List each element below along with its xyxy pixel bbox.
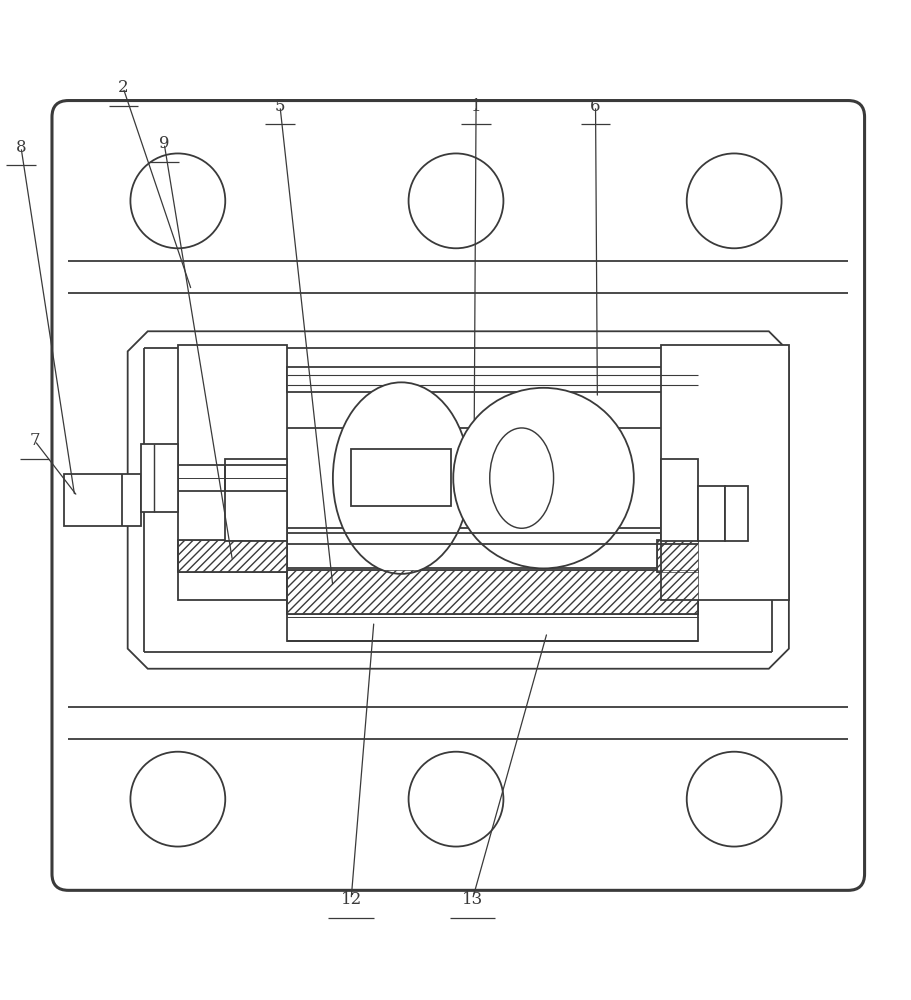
Ellipse shape <box>333 382 469 574</box>
Circle shape <box>130 752 225 847</box>
FancyBboxPatch shape <box>52 101 864 890</box>
Circle shape <box>686 752 781 847</box>
Bar <box>287 591 697 641</box>
Bar <box>287 367 697 392</box>
Text: 9: 9 <box>159 135 169 152</box>
Ellipse shape <box>489 428 553 528</box>
Bar <box>656 540 697 572</box>
Bar <box>660 345 788 600</box>
Bar <box>178 345 287 600</box>
Text: 1: 1 <box>470 98 481 115</box>
Circle shape <box>453 388 633 568</box>
Bar <box>287 568 697 591</box>
Text: 13: 13 <box>461 891 483 908</box>
Text: 6: 6 <box>589 98 600 115</box>
Circle shape <box>408 752 503 847</box>
Bar <box>287 570 697 614</box>
Text: 12: 12 <box>340 891 362 908</box>
Circle shape <box>408 153 503 248</box>
Bar <box>64 474 141 526</box>
Bar <box>351 449 451 506</box>
Polygon shape <box>128 331 788 669</box>
Text: 7: 7 <box>29 432 40 449</box>
Bar <box>178 540 287 572</box>
Bar <box>656 540 697 572</box>
Bar <box>141 444 178 512</box>
Circle shape <box>686 153 781 248</box>
Bar <box>660 459 697 541</box>
Circle shape <box>130 153 225 248</box>
Bar <box>724 486 747 541</box>
Text: 2: 2 <box>118 79 128 96</box>
Text: 5: 5 <box>274 98 285 115</box>
Bar <box>178 540 287 572</box>
Bar <box>225 459 287 541</box>
Bar <box>287 570 697 614</box>
Bar <box>697 486 724 541</box>
Text: 8: 8 <box>15 139 26 156</box>
